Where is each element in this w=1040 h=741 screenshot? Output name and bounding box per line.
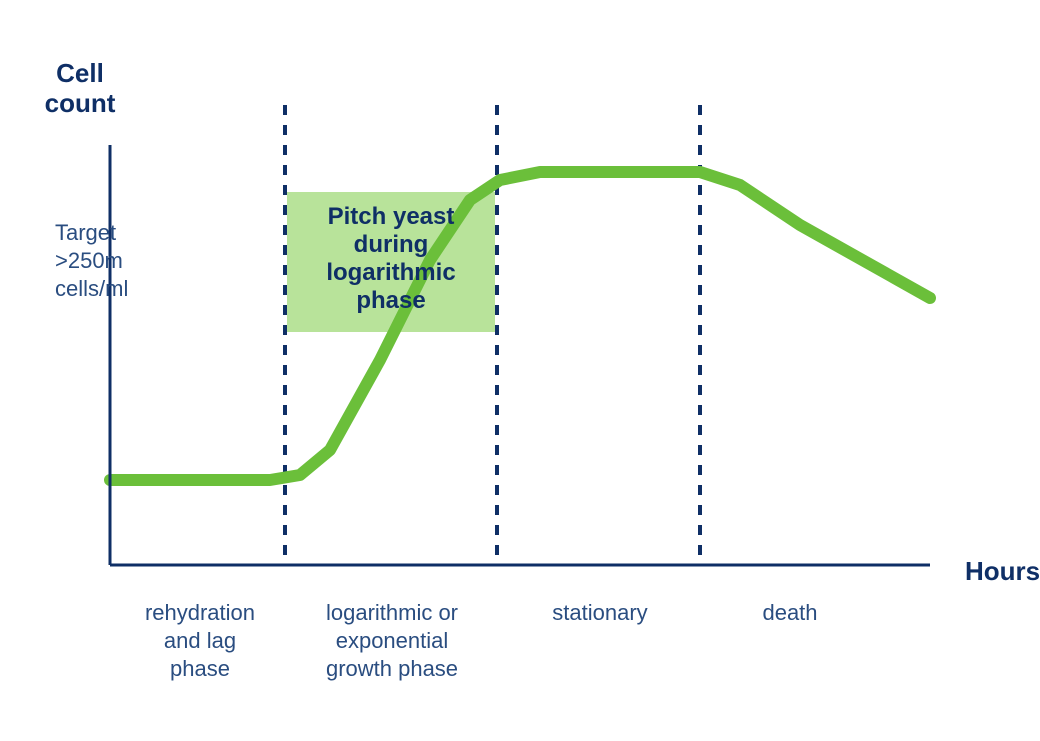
phase-label-1: logarithmic orexponentialgrowth phase [326, 600, 458, 681]
yeast-growth-chart: CellcountHoursTarget>250mcells/mlPitch y… [0, 0, 1040, 741]
chart-svg: CellcountHoursTarget>250mcells/mlPitch y… [0, 0, 1040, 741]
x-axis-title: Hours [965, 556, 1040, 586]
chart-bg [0, 0, 1040, 741]
phase-label-3: death [762, 600, 817, 625]
phase-label-2: stationary [552, 600, 647, 625]
